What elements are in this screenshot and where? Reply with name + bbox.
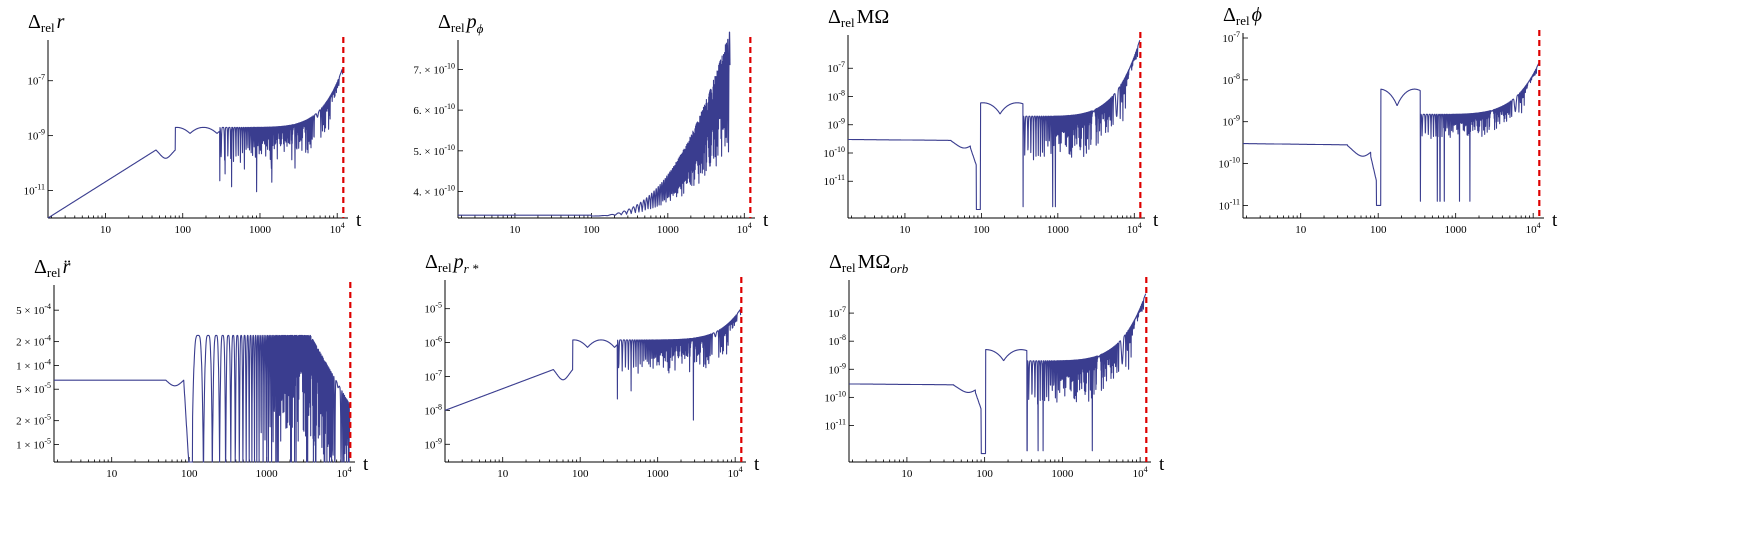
x-tick-label: 104: [1526, 221, 1541, 236]
y-tick-label: 10-8: [424, 402, 442, 417]
y-tick-label: 10-11: [1219, 197, 1240, 212]
y-tick-label: 10-8: [1222, 72, 1240, 87]
chart-panel-p4: Δrel ϕ 10 100 1000 104 t 10-7 10-8 10-9 10-10 10-11: [1200, 0, 1590, 245]
y-tick-label: 10-9: [424, 436, 442, 451]
chart-svg-p7: Δrel MΩorb 10 100 1000 104 t 10-7 10-8 10-9 10-10 1…: [824, 251, 1165, 480]
y-tick-label: 10-7: [1222, 30, 1240, 45]
x-tick-label: 10: [100, 224, 112, 236]
chart-svg-p4: Δrel ϕ 10 100 1000 104 t 10-7 10-8 10-9 10-10 10-11: [1218, 4, 1558, 236]
chart-panel-p5: Δrel r̈ 10 100 1000 104 t 5 × 10-4 2 × 10-4 1 × 1…: [0, 245, 390, 539]
y-tick-label: 10-7: [27, 73, 45, 88]
chart-title: Δrel r: [28, 11, 65, 35]
x-tick-label: 10: [509, 224, 521, 236]
chart-title: Δrel pϕ: [438, 11, 484, 36]
y-tick-label: 10-10: [824, 389, 846, 404]
x-tick-label: 1000: [657, 224, 680, 236]
y-tick-label: 1 × 10-4: [16, 357, 51, 372]
chart-panel-p3: Δrel MΩ 10 100 1000 104 t 10-7 10-8 10-9 10-10 10-1…: [800, 0, 1190, 245]
x-tick-label: 100: [583, 224, 600, 236]
x-tick-label: 100: [174, 224, 191, 236]
x-tick-label: 100: [973, 224, 990, 236]
chart-title: Δrel pr *: [425, 251, 479, 276]
chart-panel-p7: Δrel MΩorb 10 100 1000 104 t 10-7 10-8 10-9 10-10 1…: [800, 245, 1190, 539]
chart-title: Δrel ϕ: [1223, 4, 1262, 28]
chart-panel-p2: Δrel pϕ 10 100 1000 104 t 7. × 10-10 6. × 10-10 5…: [400, 0, 790, 245]
y-tick-label: 1 × 10-5: [16, 436, 51, 451]
x-axis-label: t: [1153, 210, 1159, 231]
y-tick-label: 5 × 10-5: [16, 381, 51, 396]
chart-svg-p1: Δrel r 10 100 1000 104 t 10-7 10-9 10-11: [24, 11, 362, 236]
y-tick-label: 2 × 10-4: [16, 334, 51, 349]
y-tick-label: 5 × 10-4: [16, 302, 51, 317]
x-axis-label: t: [763, 210, 769, 231]
chart-svg-p3: Δrel MΩ 10 100 1000 104 t 10-7 10-8 10-9 10-10 10-1…: [823, 6, 1159, 236]
y-tick-label: 6. × 10-10: [413, 102, 455, 117]
y-tick-label: 10-9: [827, 117, 845, 132]
x-axis-label: t: [356, 210, 362, 231]
x-tick-label: 104: [737, 221, 752, 236]
x-tick-label: 104: [337, 465, 352, 480]
x-tick-label: 1000: [249, 224, 272, 236]
y-tick-label: 10-9: [27, 128, 45, 143]
x-tick-label: 1000: [647, 468, 670, 480]
chart-title: Δrel MΩorb: [829, 251, 909, 276]
chart-panel-p1: Δrel r 10 100 1000 104 t 10-7 10-9 10-11: [0, 0, 390, 245]
y-tick-label: 10-5: [424, 301, 442, 316]
y-tick-label: 10-11: [24, 183, 45, 198]
y-tick-label: 10-11: [825, 417, 846, 432]
y-tick-label: 10-8: [827, 88, 845, 103]
y-tick-label: 4. × 10-10: [413, 184, 455, 199]
y-tick-label: 10-7: [828, 305, 846, 320]
y-tick-label: 5. × 10-10: [413, 143, 455, 158]
x-tick-label: 104: [1127, 221, 1142, 236]
x-tick-label: 1000: [1047, 224, 1070, 236]
y-tick-label: 2 × 10-5: [16, 413, 51, 428]
y-tick-label: 10-8: [828, 333, 846, 348]
chart-title: Δrel MΩ: [828, 6, 889, 30]
chart-svg-p6: Δrel pr * 10 100 1000 104 t 10-5 10-6 10-7 10-8 10-…: [424, 251, 760, 480]
series-line: [47, 69, 344, 219]
x-tick-label: 100: [1370, 224, 1387, 236]
chart-panel-p6: Δrel pr * 10 100 1000 104 t 10-5 10-6 10-7 10-8 10-…: [400, 245, 790, 539]
y-tick-label: 10-9: [1222, 114, 1240, 129]
x-tick-label: 104: [330, 221, 345, 236]
y-tick-label: 10-10: [1218, 156, 1240, 171]
x-axis-label: t: [363, 454, 369, 475]
y-tick-label: 10-9: [828, 361, 846, 376]
x-tick-label: 10: [497, 468, 509, 480]
y-tick-label: 10-7: [424, 368, 442, 383]
series-line: [457, 31, 731, 217]
chart-svg-p5: Δrel r̈ 10 100 1000 104 t 5 × 10-4 2 × 10-4 1 × 1…: [16, 256, 369, 480]
y-tick-label: 10-7: [827, 60, 845, 75]
series-line: [444, 309, 742, 421]
x-tick-label: 1000: [1445, 224, 1468, 236]
x-tick-label: 100: [572, 468, 589, 480]
x-axis-label: t: [754, 454, 760, 475]
chart-svg-p2: Δrel pϕ 10 100 1000 104 t 7. × 10-10 6. × 10-10 5…: [413, 11, 769, 236]
x-tick-label: 1000: [1051, 468, 1074, 480]
x-tick-label: 10: [1295, 224, 1307, 236]
x-axis-label: t: [1159, 454, 1165, 475]
x-tick-label: 104: [728, 465, 743, 480]
chart-title: Δrel r̈: [34, 256, 71, 280]
x-tick-label: 100: [181, 468, 198, 480]
y-tick-label: 10-10: [823, 145, 845, 160]
series-line: [1242, 63, 1540, 206]
x-tick-label: 10: [899, 224, 911, 236]
series-line: [847, 40, 1141, 211]
x-tick-label: 10: [901, 468, 913, 480]
x-tick-label: 1000: [256, 468, 279, 480]
y-tick-label: 10-11: [824, 173, 845, 188]
series-line: [53, 334, 351, 463]
x-axis-label: t: [1552, 210, 1558, 231]
y-tick-label: 7. × 10-10: [413, 61, 455, 76]
y-tick-label: 10-6: [424, 335, 442, 350]
x-tick-label: 100: [976, 468, 993, 480]
series-line: [848, 293, 1147, 455]
x-tick-label: 104: [1133, 465, 1148, 480]
x-tick-label: 10: [106, 468, 118, 480]
